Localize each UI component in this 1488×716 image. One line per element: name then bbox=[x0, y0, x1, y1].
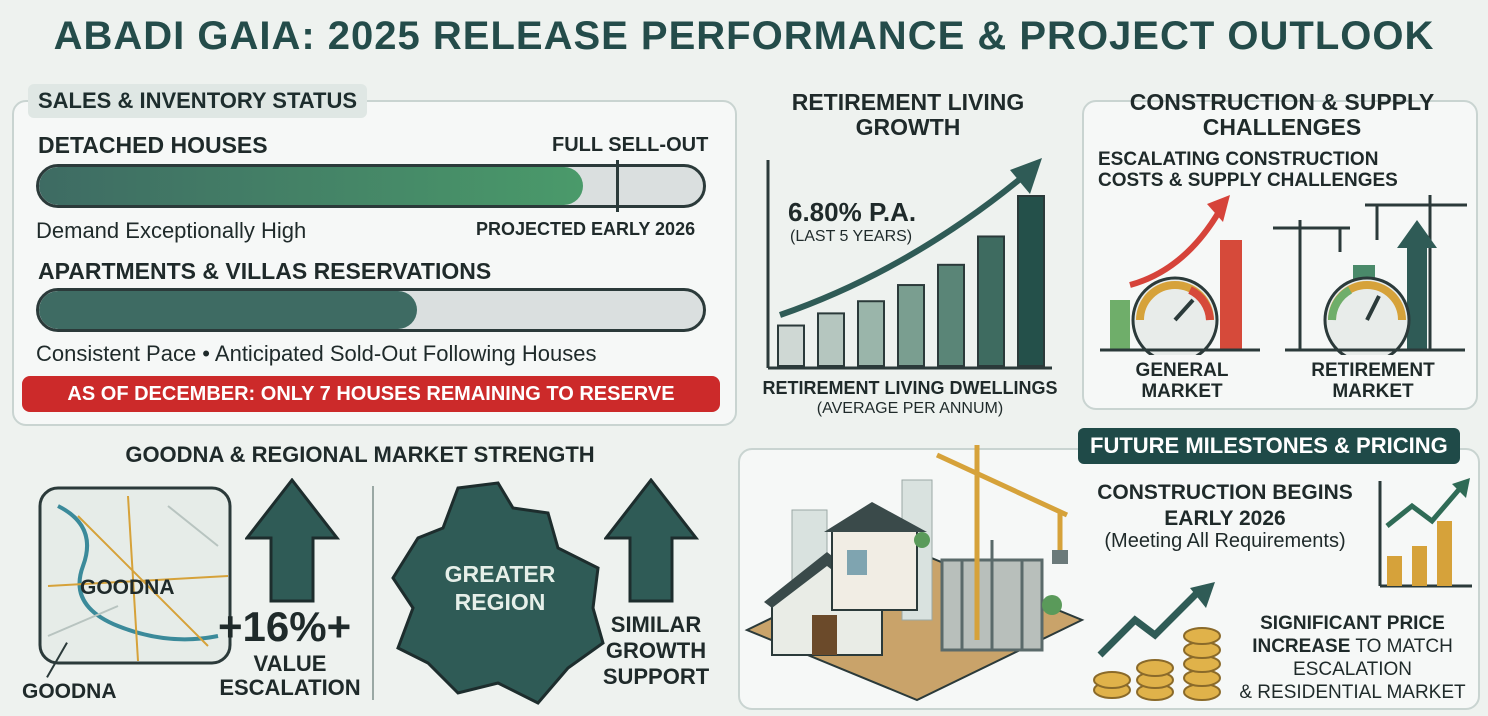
retirement-bar bbox=[857, 300, 885, 367]
growth-chart-icon bbox=[1378, 478, 1472, 588]
retirement-title: RETIREMENT LIVING GROWTH bbox=[748, 90, 1068, 140]
up-arrow-icon bbox=[1397, 220, 1437, 248]
value-line2: ESCALATION bbox=[219, 675, 361, 700]
retirement-bar bbox=[897, 284, 925, 367]
general-up-arrow-icon bbox=[1129, 208, 1223, 288]
support-label: SIMILAR GROWTH SUPPORT bbox=[586, 612, 726, 690]
value-escalation: VALUE ESCALATION bbox=[210, 652, 370, 700]
region-line1: GREATER bbox=[444, 561, 556, 587]
houses-projected: PROJECTED EARLY 2026 bbox=[476, 219, 696, 239]
price-line3: ESCALATION bbox=[1293, 659, 1412, 680]
retirement-market-line2: MARKET bbox=[1332, 381, 1414, 402]
retirement-bar-chart bbox=[766, 158, 1052, 370]
coins-icon bbox=[1093, 582, 1221, 701]
up-arrow-icon bbox=[1010, 158, 1042, 194]
crane-icon bbox=[1273, 195, 1467, 350]
tree-icon bbox=[914, 532, 930, 548]
milestones-section-title: FUTURE MILESTONES & PRICING bbox=[1078, 428, 1460, 464]
retirement-bar bbox=[1407, 245, 1427, 350]
general-market-label: GENERAL MARKET bbox=[1112, 360, 1252, 402]
page-title: ABADI GAIA: 2025 RELEASE PERFORMANCE & P… bbox=[53, 14, 1435, 58]
region-label: GREATER REGION bbox=[420, 560, 580, 616]
alert-text: AS OF DECEMBER: ONLY 7 HOUSES REMAINING … bbox=[67, 383, 675, 405]
retirement-bar bbox=[817, 312, 845, 367]
price-line2: INCREASE TO MATCH bbox=[1230, 635, 1475, 658]
gauge-icon bbox=[1323, 276, 1411, 355]
apartments-progress-fill bbox=[39, 291, 418, 329]
gauge-icon bbox=[1131, 276, 1219, 355]
construction-title: CONSTRUCTION & SUPPLY CHALLENGES bbox=[1082, 90, 1482, 140]
apartments-progress-bar bbox=[36, 288, 706, 332]
map-icon bbox=[38, 486, 232, 665]
construction-graphic bbox=[1100, 195, 1467, 355]
crane-icon bbox=[935, 445, 1069, 640]
houses-demand: Demand Exceptionally High bbox=[36, 218, 307, 243]
alert-banner: AS OF DECEMBER: ONLY 7 HOUSES REMAINING … bbox=[22, 376, 720, 412]
construction-title-line2: CHALLENGES bbox=[1202, 114, 1362, 140]
houses-label: DETACHED HOUSES bbox=[38, 132, 268, 158]
apartments-label: APARTMENTS & VILLAS RESERVATIONS bbox=[38, 258, 492, 284]
support-line2: GROWTH bbox=[605, 638, 707, 663]
construction-note: (Meeting All Requirements) bbox=[1104, 530, 1346, 552]
retirement-title-line1: RETIREMENT LIVING bbox=[791, 89, 1025, 115]
apartments-note: Consistent Pace • Anticipated Sold-Out F… bbox=[36, 341, 597, 366]
general-bar bbox=[1220, 240, 1242, 350]
price-line2b: TO MATCH bbox=[1350, 636, 1453, 657]
tree-icon bbox=[1042, 595, 1062, 615]
retirement-bar bbox=[977, 235, 1005, 367]
general-market-line2: MARKET bbox=[1141, 381, 1223, 402]
goodna-divider bbox=[372, 486, 374, 700]
retirement-title-line2: GROWTH bbox=[855, 114, 961, 140]
price-increase: SIGNIFICANT PRICE INCREASE TO MATCH ESCA… bbox=[1230, 612, 1475, 704]
general-market-line1: GENERAL bbox=[1135, 360, 1229, 381]
retirement-bar bbox=[777, 324, 805, 367]
general-bar bbox=[1110, 300, 1130, 350]
map-label: GOODNA bbox=[80, 576, 175, 599]
building-frame-icon bbox=[940, 540, 1044, 652]
retirement-caption: RETIREMENT LIVING DWELLINGS bbox=[762, 378, 1058, 398]
construction-title-line1: CONSTRUCTION & SUPPLY bbox=[1129, 89, 1435, 115]
price-line2a: INCREASE bbox=[1252, 636, 1351, 657]
retirement-rate: 6.80% P.A. bbox=[788, 197, 917, 227]
sales-section-title: SALES & INVENTORY STATUS bbox=[28, 84, 368, 118]
construction-subtitle-line2: COSTS & SUPPLY CHALLENGES bbox=[1098, 170, 1398, 191]
goodna-section-title: GOODNA & REGIONAL MARKET STRENGTH bbox=[125, 442, 595, 467]
sales-panel bbox=[12, 100, 737, 426]
construction-subtitle: ESCALATING CONSTRUCTION COSTS & SUPPLY C… bbox=[1098, 149, 1398, 191]
region-line2: REGION bbox=[454, 589, 546, 615]
crane-load bbox=[1052, 550, 1068, 564]
construction-scene-icon bbox=[744, 445, 1085, 702]
up-arrow-icon bbox=[604, 478, 699, 603]
value-line1: VALUE bbox=[253, 651, 327, 676]
construction-subtitle-line1: ESCALATING CONSTRUCTION bbox=[1098, 149, 1379, 170]
up-arrow-icon bbox=[245, 478, 340, 603]
price-line1: SIGNIFICANT PRICE bbox=[1260, 613, 1445, 634]
up-arrow-icon bbox=[1207, 195, 1230, 222]
region-map-icon bbox=[391, 481, 605, 705]
retirement-bar bbox=[1017, 195, 1045, 367]
price-line4: & RESIDENTIAL MARKET bbox=[1239, 682, 1466, 703]
retirement-bar bbox=[937, 263, 965, 367]
retirement-market-line1: RETIREMENT bbox=[1311, 360, 1435, 381]
houses-sellout-marker bbox=[616, 160, 619, 212]
value-percentage: +16%+ bbox=[218, 603, 352, 650]
retirement-market-label: RETIREMENT MARKET bbox=[1298, 360, 1448, 402]
house-icon bbox=[824, 502, 927, 611]
construction-begins: CONSTRUCTION BEGINS EARLY 2026 bbox=[1082, 480, 1368, 532]
support-line1: SIMILAR bbox=[610, 612, 702, 637]
map-callout: GOODNA bbox=[22, 680, 117, 703]
houses-progress-bar bbox=[36, 164, 706, 208]
support-line3: SUPPORT bbox=[602, 664, 710, 689]
retirement-period: (LAST 5 YEARS) bbox=[790, 228, 913, 245]
houses-progress-fill bbox=[39, 167, 584, 205]
construction-begins-line1: CONSTRUCTION BEGINS bbox=[1097, 481, 1353, 504]
growth-trend-arrow bbox=[779, 172, 1027, 318]
retirement-subcaption: (AVERAGE PER ANNUM) bbox=[816, 400, 1004, 417]
construction-begins-line2: EARLY 2026 bbox=[1164, 507, 1286, 530]
houses-status: FULL SELL-OUT bbox=[552, 134, 709, 156]
